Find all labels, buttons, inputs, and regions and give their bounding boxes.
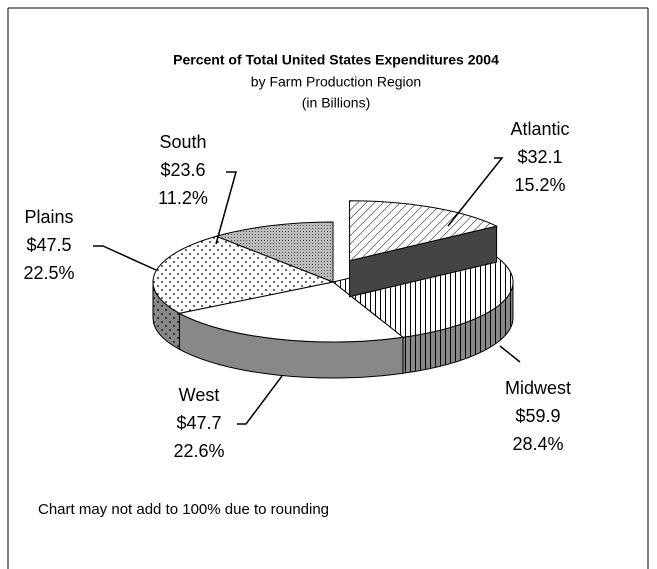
slice-name: West	[179, 385, 220, 405]
chart-subtitle: by Farm Production Region	[251, 74, 421, 90]
leader-line	[499, 345, 521, 363]
slice-name: Plains	[24, 207, 73, 227]
value-label: 11.2%	[158, 188, 208, 208]
chart-title: Percent of Total United States Expenditu…	[173, 52, 499, 68]
leader-line	[237, 375, 283, 425]
slice	[331, 246, 514, 338]
value-label: 28.4%	[512, 434, 563, 454]
amount-label: $47.5	[26, 235, 71, 255]
leader-line	[215, 171, 237, 245]
leader-line	[447, 157, 504, 227]
slice	[152, 235, 335, 314]
slice	[177, 281, 405, 343]
slice-name: Atlantic	[510, 119, 569, 139]
amount-label: $23.6	[160, 160, 205, 180]
amount-label: $47.7	[176, 413, 221, 433]
footnote: Chart may not add to 100% due to roundin…	[38, 501, 329, 518]
slice	[349, 200, 499, 262]
slice-name: Midwest	[505, 378, 571, 398]
value-label: 22.5%	[23, 263, 74, 283]
leader-line	[93, 245, 157, 271]
slice	[214, 221, 334, 283]
value-label: 22.6%	[173, 441, 224, 461]
value-label: 15.2%	[514, 175, 565, 195]
amount-label: $32.1	[517, 147, 562, 167]
labels: Atlantic $32.1 15.2% Midwest $59.9 28.4% West $…	[23, 119, 571, 461]
unit-note: (in Billions)	[302, 95, 370, 111]
amount-label: $59.9	[515, 406, 560, 426]
pie	[152, 200, 514, 379]
slice-name: South	[159, 132, 206, 152]
